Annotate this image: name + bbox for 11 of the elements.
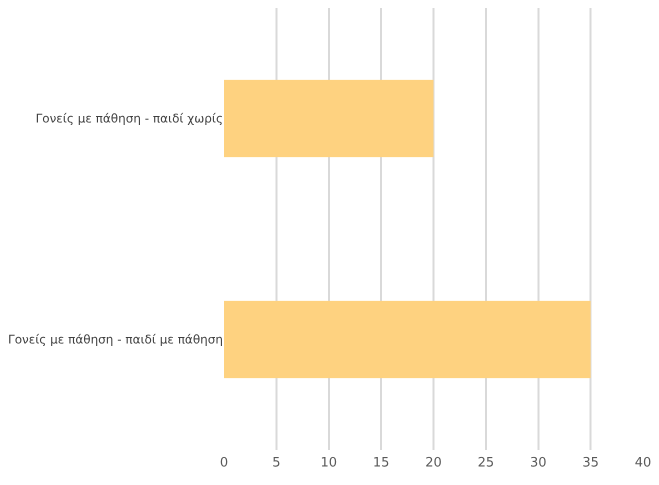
x-tick-label: 10: [320, 456, 338, 471]
x-tick-label: 0: [220, 456, 228, 471]
x-tick-label: 30: [530, 456, 547, 471]
y-tick-label: Γονείς με πάθηση - παιδί χωρίς: [36, 112, 223, 126]
x-tick-label: 25: [478, 456, 494, 471]
x-tick-label: 15: [372, 456, 390, 471]
x-tick-label: 40: [634, 456, 652, 471]
x-tick-label: 35: [582, 456, 599, 471]
x-tick-label: 20: [425, 456, 442, 471]
x-tick-label: 5: [272, 456, 281, 471]
y-tick-label: Γονείς με πάθηση - παιδί με πάθηση: [8, 332, 223, 347]
